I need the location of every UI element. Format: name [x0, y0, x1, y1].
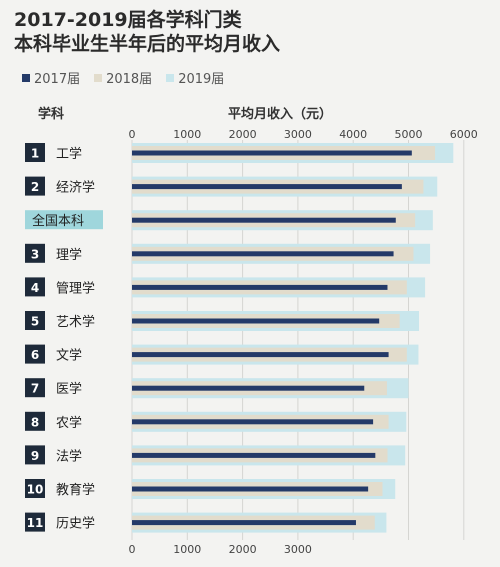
rank-badge-rank-8: [25, 411, 45, 431]
rank-badge-rank-10: [25, 479, 45, 498]
legend-swatch-2019: [166, 73, 175, 82]
bar-2017-rank-9: [132, 452, 376, 458]
rank-number-rank-8: 8: [31, 415, 39, 429]
overall-badge: [25, 210, 103, 230]
legend-swatch-2018: [94, 73, 103, 82]
bar-2017-rank-2: [132, 184, 402, 190]
category-label-rank-9: 法学: [56, 448, 82, 464]
x-tick-label-bottom: 0: [129, 543, 136, 556]
bar-2017-rank-6: [132, 352, 389, 358]
rank-number-rank-6: 6: [31, 348, 39, 362]
x-tick-label-top: 4000: [339, 128, 367, 141]
category-label-rank-1: 工学: [56, 146, 82, 162]
legend-item-2018: 2018届: [94, 68, 152, 87]
x-tick-label-top: 0: [129, 128, 136, 141]
legend: 2017届 2018届 2019届: [22, 68, 224, 87]
x-tick-label-top: 5000: [395, 128, 423, 141]
category-label-rank-5: 艺术学: [56, 314, 95, 330]
rank-number-rank-2: 2: [31, 180, 39, 194]
category-label-rank-7: 医学: [56, 381, 82, 397]
category-label-rank-3: 理学: [56, 247, 82, 263]
rank-badge-rank-7: [25, 378, 45, 398]
income-column-header: 平均月收入（元）: [228, 107, 333, 122]
x-tick-label-top: 3000: [284, 128, 312, 141]
bar-2017-rank-1: [132, 150, 412, 156]
legend-item-2017: 2017届: [22, 68, 80, 87]
rank-number-rank-9: 9: [31, 449, 39, 463]
rank-badge-rank-2: [25, 176, 45, 196]
legend-label-2019: 2019届: [178, 72, 225, 87]
x-tick-label-bottom: 1000: [173, 543, 201, 556]
rank-number-rank-10: 10: [27, 483, 44, 497]
category-label-rank-10: 教育学: [56, 482, 95, 498]
category-label-rank-4: 管理学: [56, 280, 95, 296]
bar-2017-rank-11: [132, 520, 356, 526]
rank-number-rank-3: 3: [31, 247, 39, 261]
x-tick-label-top: 6000: [450, 128, 478, 141]
bar-2017-rank-10: [132, 486, 369, 492]
rank-badge-rank-6: [25, 344, 45, 364]
subject-column-header: 学科: [38, 107, 65, 122]
category-label-rank-8: 农学: [56, 415, 82, 431]
legend-label-2017: 2017届: [34, 72, 81, 87]
category-label-overall: 全国本科: [32, 213, 84, 229]
rank-number-rank-4: 4: [31, 281, 39, 295]
chart-title-line1: 2017-2019届各学科门类: [14, 9, 242, 31]
rank-badge-rank-4: [25, 277, 45, 297]
rank-number-rank-5: 5: [31, 315, 39, 329]
rank-number-rank-1: 1: [31, 147, 39, 161]
x-tick-label-bottom: 2000: [229, 543, 257, 556]
rank-number-rank-7: 7: [31, 382, 39, 396]
rank-badge-rank-3: [25, 243, 45, 263]
bar-2017-rank-7: [132, 385, 365, 391]
rank-badge-rank-11: [25, 512, 45, 532]
rank-number-rank-11: 11: [27, 516, 44, 530]
category-label-rank-2: 经济学: [56, 180, 95, 196]
bar-2017-overall: [132, 217, 396, 223]
legend-label-2018: 2018届: [106, 72, 153, 87]
rank-badge-rank-1: [25, 143, 45, 162]
x-tick-label-top: 2000: [229, 128, 257, 141]
x-tick-label-bottom: 3000: [284, 543, 312, 556]
bar-2017-rank-4: [132, 284, 388, 290]
rank-badge-rank-9: [25, 445, 45, 465]
chart-title-line2: 本科毕业生半年后的平均月收入: [14, 33, 281, 55]
category-label-rank-11: 历史学: [56, 516, 95, 532]
bar-2017-rank-5: [132, 318, 380, 324]
legend-item-2019: 2019届: [166, 68, 224, 87]
x-tick-label-top: 1000: [173, 128, 201, 141]
bar-2017-rank-3: [132, 251, 394, 257]
category-label-rank-6: 文学: [56, 348, 82, 364]
rank-badge-rank-5: [25, 311, 45, 330]
legend-swatch-2017: [22, 73, 30, 82]
bar-2017-rank-8: [132, 419, 374, 425]
